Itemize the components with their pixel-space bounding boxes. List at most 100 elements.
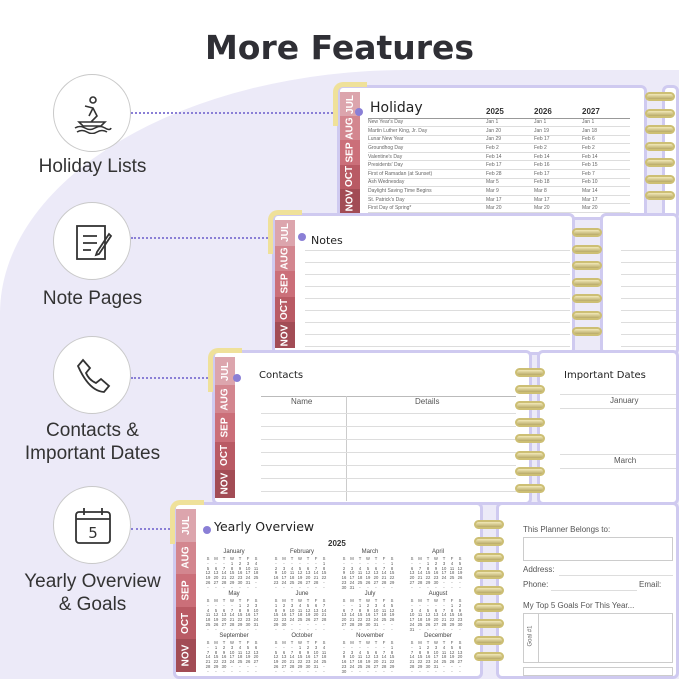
holiday-row: St. Patrick's Day Mar 17 Mar 17 Mar 17 — [368, 195, 630, 205]
tab-sep[interactable]: SEP — [340, 140, 360, 165]
connector — [131, 237, 291, 239]
binder-ring — [515, 417, 545, 427]
holiday-row: Groundhog Day Feb 2 Feb 2 Feb 2 — [368, 143, 630, 153]
binder-ring — [474, 586, 504, 595]
ruled-line — [621, 346, 676, 347]
contacts-page: JUL AUG SEP OCT NOV Contacts Name Details — [212, 350, 532, 505]
tab-oct[interactable]: OCT — [340, 164, 360, 189]
page-title: More Features — [204, 28, 475, 67]
holiday-cell: Daylight Saving Time Begins — [368, 186, 486, 196]
month-calendar: January S M T W T F S - - -1 2 3 4 5 6 7 8 9 10 11 12 13 14 15 16… — [204, 549, 264, 591]
tab-oct[interactable]: OCT — [275, 296, 295, 323]
day-grid: S M T W T F S - - - - - -1 2 3 4 5 6 7 8 9 10 11 12 13 14 15 16 17 18… — [341, 556, 395, 590]
bullet-dot — [355, 108, 363, 116]
ruled-line — [621, 334, 676, 335]
holiday-cell: Jan 1 — [534, 118, 582, 128]
month-name: October — [291, 633, 313, 639]
month-tabs: JUL AUG SEP OCT NOV — [176, 505, 196, 676]
tab-aug[interactable]: AUG — [340, 116, 360, 141]
ruled-line — [305, 250, 570, 251]
binder-ring — [474, 536, 504, 546]
tab-aug[interactable]: AUG — [275, 245, 295, 272]
month-name: January — [223, 549, 245, 555]
tab-oct[interactable]: OCT — [215, 441, 235, 470]
bullet-dot — [298, 233, 306, 241]
connector — [131, 377, 231, 379]
day-grid: S M T W T F S - - - - -1 2 3 4 5 6 7 8 9 10 11 12 13 14 15 16 17 18 1… — [409, 598, 463, 632]
tab-nov[interactable]: NOV — [176, 639, 196, 672]
binder-ring — [645, 125, 675, 134]
holiday-cell: Feb 2 — [534, 143, 582, 153]
yearly-title: Yearly Overview — [214, 519, 315, 534]
holiday-cell: Feb 2 — [582, 143, 630, 153]
phone-label: Phone: — [523, 580, 549, 589]
tab-sep[interactable]: SEP — [275, 271, 295, 297]
binder-ring — [572, 310, 602, 320]
tab-aug[interactable]: AUG — [176, 541, 196, 575]
label-line-1: Yearly Overview — [24, 571, 161, 592]
notes-page: JUL AUG SEP OCT NOV Notes — [272, 213, 575, 355]
tab-oct[interactable]: OCT — [176, 606, 196, 640]
holiday-row: Lunar New Year Jan 29 Feb 17 Feb 6 — [368, 135, 630, 145]
tab-sep[interactable]: SEP — [176, 574, 196, 607]
ruled-line — [261, 413, 516, 414]
holiday-row: New Year's Day Jan 1 Jan 1 Jan 1 — [368, 118, 630, 128]
binder-ring — [474, 569, 504, 579]
month-tabs: JUL AUG SEP OCT NOV — [215, 353, 235, 502]
holiday-row: First Day of Spring* Mar 20 Mar 20 Mar 20 — [368, 203, 630, 214]
holiday-cell: Jan 18 — [582, 126, 630, 136]
holiday-cell: Jan 1 — [582, 118, 630, 128]
day-grid: S M T W T F S 1 2 3 4 5 6 7 8 9 10 11 12 13 14 15 16 17 18 19 20 21… — [273, 598, 327, 632]
month-name: December — [424, 633, 452, 639]
holiday-cell: Feb 2 — [486, 143, 534, 153]
tab-sep[interactable]: SEP — [215, 413, 235, 442]
month-name: November — [356, 633, 384, 639]
tab-jul[interactable]: JUL — [215, 357, 235, 386]
holiday-row: Valentine's Day Feb 14 Feb 14 Feb 14 — [368, 152, 630, 162]
holiday-cell: Mar 17 — [582, 195, 630, 205]
holiday-cell: First of Ramadan (at Sunset) — [368, 169, 486, 179]
month-tabs: JUL AUG SEP OCT NOV — [275, 216, 295, 352]
tab-jul[interactable]: JUL — [176, 509, 196, 542]
tab-nov[interactable]: NOV — [215, 469, 235, 498]
binder-ring — [645, 191, 675, 200]
day-grid: S M T W T F S - -1 2 3 4 5 6 7 8 9 10 11 12 13 14 15 16 17 18 19 20… — [409, 556, 463, 590]
column-name: Name — [291, 397, 313, 406]
month-name: September — [219, 633, 249, 639]
ruled-line — [261, 452, 516, 453]
binder-ring — [474, 553, 504, 562]
year-label: 2025 — [328, 539, 346, 548]
ruled-line — [305, 274, 570, 275]
tab-nov[interactable]: NOV — [340, 188, 360, 213]
tab-nov[interactable]: NOV — [275, 322, 295, 348]
binder-ring — [515, 434, 545, 443]
address-label: Address: — [523, 565, 555, 574]
holiday-table: 2025 2026 2027 New Year's Day Jan 1 Jan 1 Jan … — [368, 106, 630, 214]
holiday-cell: Mar 20 — [486, 203, 534, 214]
binder-ring — [645, 174, 675, 184]
notes-title: Notes — [311, 234, 343, 247]
month-name: July — [364, 591, 376, 597]
month-calendar: September S M T W T F S -1 2 3 4 5 6 7 8 9 10 11 12 13 14 15 16… — [204, 633, 264, 675]
goal-1-field[interactable] — [523, 613, 673, 663]
tab-aug[interactable]: AUG — [215, 385, 235, 414]
day-grid: S M T W T F S - - -1 2 3 4 5 6 7 8 9 10 11 12 13 14 15 16 17 18 19 2… — [205, 556, 259, 590]
holiday-cell: Presidents' Day — [368, 160, 486, 171]
goal-2-field[interactable] — [523, 667, 673, 676]
holiday-cell: Feb 15 — [582, 160, 630, 171]
binder-ring — [515, 384, 545, 394]
binder-ring — [572, 277, 602, 287]
month-calendar: October S M T W T F S - - -1 2 3 4 5 6 7 8 9 10 11 12 13 14 15 16… — [272, 633, 332, 675]
month-march: March — [614, 456, 637, 465]
holiday-cell: Feb 16 — [534, 160, 582, 171]
day-grid: S M T W T F S - - - - - -1 2 3 4 5 6 7 8 9 10 11 12 13 14 15 16 17 18… — [341, 640, 395, 674]
belongs-field[interactable] — [523, 537, 673, 561]
binder-ring — [515, 483, 545, 493]
binder-ring — [572, 228, 602, 237]
binder-ring — [515, 467, 545, 476]
page-clip — [268, 210, 302, 254]
tab-jul[interactable]: JUL — [275, 220, 295, 246]
binder-ring — [572, 261, 602, 270]
holiday-page: JUL AUG SEP OCT NOV Holiday 2025 2026 2027 New … — [337, 85, 647, 220]
bullet-dot — [233, 374, 241, 382]
